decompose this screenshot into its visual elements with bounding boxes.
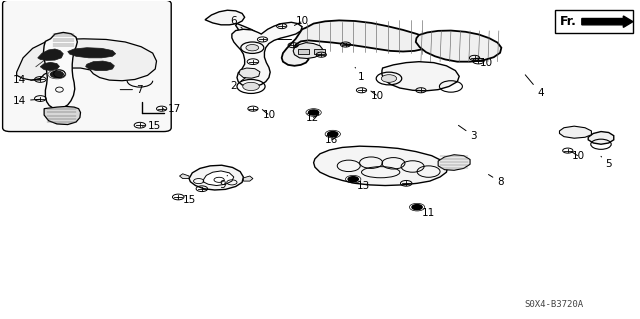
Text: 8: 8 (488, 174, 504, 187)
Polygon shape (38, 49, 63, 60)
Polygon shape (416, 31, 501, 62)
Text: 10: 10 (262, 109, 275, 120)
Polygon shape (203, 171, 234, 186)
Text: 12: 12 (306, 113, 319, 123)
Text: 15: 15 (143, 121, 161, 131)
Text: 7: 7 (120, 85, 143, 95)
Polygon shape (44, 107, 81, 124)
Polygon shape (438, 155, 470, 170)
Polygon shape (44, 33, 77, 109)
Text: 6: 6 (230, 16, 243, 28)
Circle shape (412, 204, 422, 210)
Text: 3: 3 (458, 125, 477, 141)
Circle shape (246, 45, 259, 51)
Polygon shape (314, 146, 448, 186)
Text: Fr.: Fr. (560, 15, 577, 28)
Text: 10: 10 (476, 58, 493, 68)
Polygon shape (86, 61, 115, 70)
Text: 2: 2 (230, 78, 246, 92)
Text: 10: 10 (371, 91, 384, 101)
Text: 14: 14 (13, 75, 41, 85)
Text: 10: 10 (572, 151, 585, 161)
Polygon shape (232, 22, 302, 86)
Polygon shape (314, 49, 325, 54)
FancyBboxPatch shape (3, 0, 172, 131)
Polygon shape (243, 176, 253, 181)
Text: 16: 16 (325, 136, 338, 145)
Text: 11: 11 (419, 208, 435, 219)
Text: S0X4-B3720A: S0X4-B3720A (524, 300, 584, 309)
Polygon shape (68, 48, 116, 58)
Polygon shape (179, 174, 189, 179)
Polygon shape (588, 131, 614, 144)
Text: 4: 4 (525, 75, 543, 98)
Circle shape (243, 82, 259, 91)
Polygon shape (293, 43, 323, 58)
Text: 5: 5 (601, 156, 612, 169)
Polygon shape (17, 39, 157, 81)
Polygon shape (205, 10, 244, 25)
Text: 10: 10 (294, 16, 308, 26)
Text: 1: 1 (355, 67, 365, 82)
Polygon shape (559, 126, 591, 138)
Polygon shape (40, 62, 60, 70)
Polygon shape (189, 165, 243, 190)
Text: 9: 9 (220, 175, 227, 190)
Circle shape (348, 177, 358, 182)
Polygon shape (239, 68, 260, 78)
Polygon shape (235, 24, 264, 48)
Circle shape (381, 75, 397, 82)
Circle shape (308, 110, 319, 115)
Polygon shape (298, 49, 309, 54)
Circle shape (328, 131, 338, 137)
Text: 15: 15 (177, 195, 196, 205)
Polygon shape (382, 62, 460, 91)
Text: 17: 17 (164, 104, 181, 114)
Polygon shape (282, 20, 432, 66)
FancyBboxPatch shape (555, 10, 633, 33)
Polygon shape (582, 16, 633, 27)
Text: 13: 13 (354, 180, 370, 191)
Text: 14: 14 (13, 96, 41, 106)
Circle shape (51, 71, 63, 78)
